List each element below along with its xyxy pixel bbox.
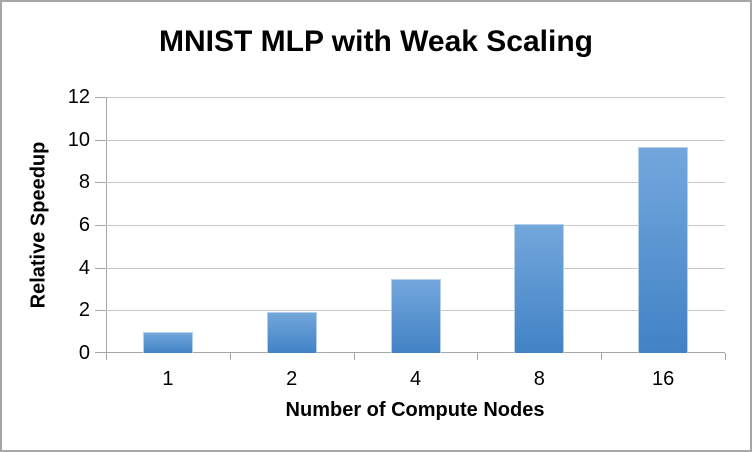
bar (638, 147, 689, 353)
x-tick (477, 353, 479, 360)
chart-title: MNIST MLP with Weak Scaling (159, 25, 593, 58)
y-tick-label: 8 (78, 171, 90, 194)
x-tick-label: 16 (651, 368, 675, 390)
y-tick-label: 10 (67, 128, 90, 151)
x-tick (229, 353, 231, 360)
y-gridline (106, 97, 725, 98)
y-tick (95, 352, 106, 353)
y-tick-label: 6 (78, 214, 90, 236)
y-tick-label: 12 (67, 86, 90, 108)
y-tick (95, 97, 106, 98)
x-tick-label: 8 (533, 368, 545, 390)
x-tick (725, 353, 726, 360)
bar (390, 279, 441, 353)
y-tick (95, 182, 106, 184)
y-gridline (106, 225, 725, 226)
x-tick (601, 353, 603, 360)
y-gridline (106, 182, 725, 184)
y-tick (95, 310, 106, 312)
y-tick-label: 0 (78, 342, 90, 364)
y-gridline (106, 267, 725, 269)
x-tick (353, 353, 355, 360)
y-gridline (106, 139, 725, 141)
y-tick (95, 267, 106, 269)
bar (514, 223, 565, 353)
y-tick (95, 139, 106, 141)
x-tick (106, 353, 107, 360)
bar (142, 331, 193, 353)
x-tick-label: 4 (409, 368, 422, 390)
plot-area: 0 2 4 6 8 10 12 1 2 4 8 16 (68, 86, 726, 390)
x-tick-label: 2 (286, 368, 298, 390)
y-tick (95, 225, 106, 226)
y-tick-label: 4 (78, 256, 90, 279)
x-tick-label: 1 (162, 368, 174, 390)
x-axis-title: Number of Compute Nodes (285, 399, 545, 421)
bar (266, 312, 317, 353)
y-tick-label: 2 (78, 299, 90, 322)
